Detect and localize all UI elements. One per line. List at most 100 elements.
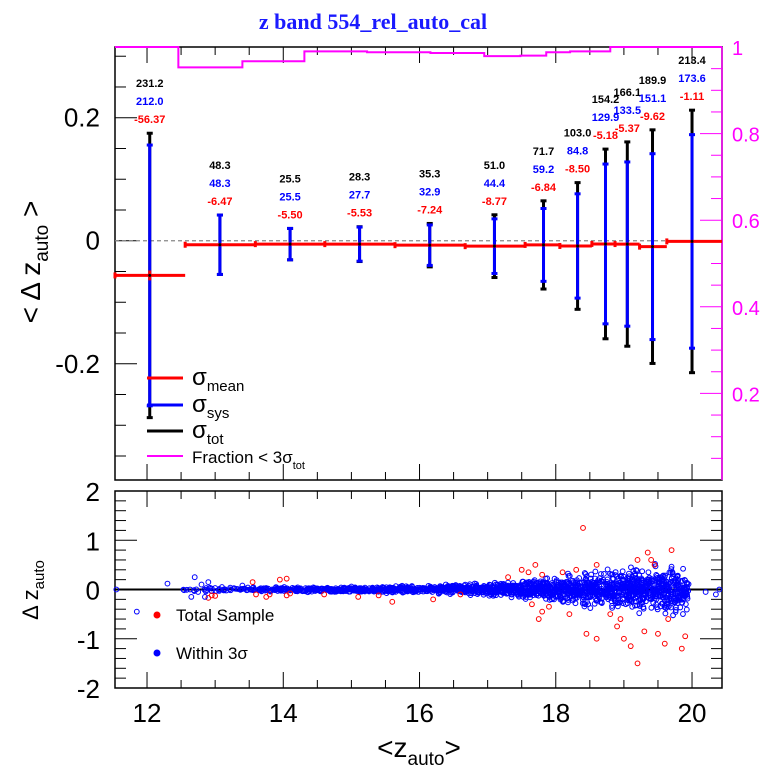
bin-errorbar [558,181,592,311]
scatter-point-within [653,572,660,578]
scatter-point-within [636,590,643,596]
scatter-point-within [462,581,469,588]
scatter-point-within [597,599,604,605]
label-sigma-sys: 151.1 [639,93,667,105]
top-panel: -0.2 0 0.2 0.2 0.4 0.6 0.8 1 231.2 212.0 -56.37 4… [55,38,760,481]
scatter-point-within [639,583,646,590]
scatter-point-within [294,588,301,595]
scatter-point-within [461,585,468,592]
scatter-point-within [401,588,408,595]
mean-point [358,242,362,246]
scatter-point-within [565,597,572,603]
scatter-point-within [443,586,450,593]
scatter-point-within [272,587,279,593]
scatter-point-within [618,574,624,580]
scatter-point-total [430,596,437,603]
scatter-point-within [629,576,636,583]
label-sigma-sys: 44.4 [484,178,506,190]
scatter-point-within [562,583,568,590]
scatter-point-within [637,603,643,609]
mean-point [542,243,546,247]
scatter-point-within [680,565,686,572]
y-tick-label: 2 [86,477,100,507]
scatter-point-within [307,586,314,593]
scatter-point-within [607,570,613,577]
scatter-point-total [539,571,546,578]
bin-errorbar [590,147,616,341]
scatter-point-within [639,586,646,593]
y-tick-label: 0.2 [64,103,100,133]
scatter-point-within [421,586,428,593]
scatter-point-within [517,584,524,591]
scatter-point-within [647,595,654,601]
scatter-point-within [574,587,581,594]
scatter-point-within [684,592,690,598]
scatter-point-within [676,596,683,603]
scatter-point-total [321,591,328,598]
scatter-point-within [650,591,657,598]
bin-errorbar [323,225,395,264]
scatter-point-within [609,603,615,609]
scatter-point-within [551,575,558,582]
scatter-point-within [533,585,540,592]
scatter-point-within [681,592,688,599]
scatter-point-within [549,582,556,588]
label-sigma-tot: 48.3 [209,160,230,172]
right-tick-label: 1 [732,38,743,60]
scatter-point-within [681,584,688,591]
scatter-point-total [249,579,256,586]
scatter-point-within [683,606,690,613]
mean-point [288,242,292,246]
scatter-point-total [389,598,396,605]
scatter-point-within [542,588,549,595]
scatter-point-within [202,593,208,600]
scatter-point-within [662,610,669,617]
scatter-point-within [446,584,453,591]
scatter-point-within [356,588,363,595]
scatter-point-within [646,588,653,594]
scatter-point-total [661,640,668,647]
scatter-point-total [535,616,542,622]
right-fraction-axis: 0.2 0.4 0.6 0.8 1 [700,38,760,480]
scatter-point-total [566,611,573,618]
scatter-point-within [677,604,684,611]
x-tick-label: 18 [541,698,570,728]
bin-errorbar [613,140,640,348]
bottom-legend: Total Sample Within 3σ [153,606,274,663]
scatter-point-within [649,576,656,583]
scatter-point-total [627,643,634,650]
scatter-point-within [591,600,598,607]
scatter-point-within [673,584,680,591]
legend-label: σmean [192,364,244,395]
mean-point [625,242,629,246]
scatter-point-within [226,586,233,593]
scatter-point-within [633,567,639,573]
legend-label: σtot [192,417,224,448]
scatter-point-within [343,586,350,593]
scatter-point-within [619,568,626,575]
scatter-point-within [658,574,665,581]
scatter-point-total [457,591,464,598]
scatter-point-within [664,600,671,607]
scatter-point-within [532,588,539,595]
scatter-point-within [512,587,519,594]
scatter-point-within [349,587,355,593]
scatter-point-within [283,585,290,592]
label-mean: -6.47 [207,196,232,208]
x-tick-label: 12 [133,698,162,728]
scatter-point-within [476,585,482,592]
mean-point [604,242,608,246]
scatter-point-within [565,573,572,579]
legend-label: σsys [192,391,229,422]
scatter-point-within [487,582,493,588]
scatter-point-within [639,595,646,602]
scatter-point-within [312,587,319,594]
scatter-point-within [346,586,353,593]
scatter-point-within [670,573,677,580]
scatter-point-within [630,567,637,574]
y-tick-label: -2 [77,674,100,704]
x-tick-label: 20 [678,698,707,728]
scatter-point-within [621,573,627,580]
scatter-point-within [565,587,571,594]
scatter-point-within [508,588,515,594]
